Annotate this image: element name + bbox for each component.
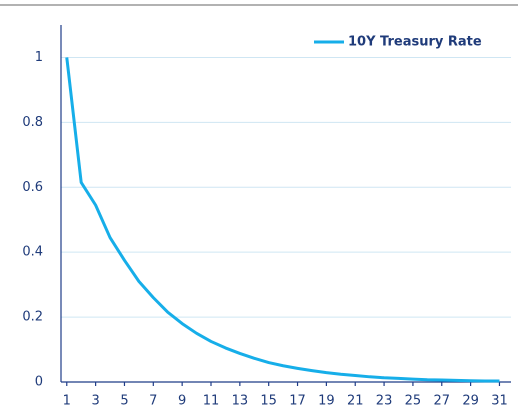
x-tick-label: 17	[289, 394, 306, 409]
x-tick-label: 21	[347, 394, 364, 409]
x-tick-label: 23	[376, 394, 393, 409]
x-tick-label: 3	[91, 394, 99, 409]
x-tick-label: 15	[260, 394, 277, 409]
y-tick-label: 0.8	[22, 115, 43, 130]
x-tick-label: 29	[462, 394, 479, 409]
x-tick-label: 31	[491, 394, 508, 409]
x-tick-label: 19	[318, 394, 335, 409]
x-tick-label: 9	[178, 394, 186, 409]
line	[65, 57, 500, 383]
x-tick-label: 27	[433, 394, 450, 409]
x-tick-label: 7	[149, 394, 157, 409]
y-tick-label: 0.2	[22, 310, 43, 325]
y-tick-label: 1	[35, 50, 43, 65]
x-tick-label: 1	[63, 394, 71, 409]
y-tick-label: 0.4	[22, 245, 43, 260]
y-tick-label: 0.6	[22, 180, 43, 195]
x-tick-label: 11	[203, 394, 220, 409]
y-tick-label: 0	[35, 375, 43, 390]
x-tick-label: 13	[232, 394, 249, 409]
x-tick-label: 5	[120, 394, 128, 409]
legend-label: 10Y Treasury Rate	[348, 35, 482, 50]
x-tick-label: 25	[405, 394, 422, 409]
